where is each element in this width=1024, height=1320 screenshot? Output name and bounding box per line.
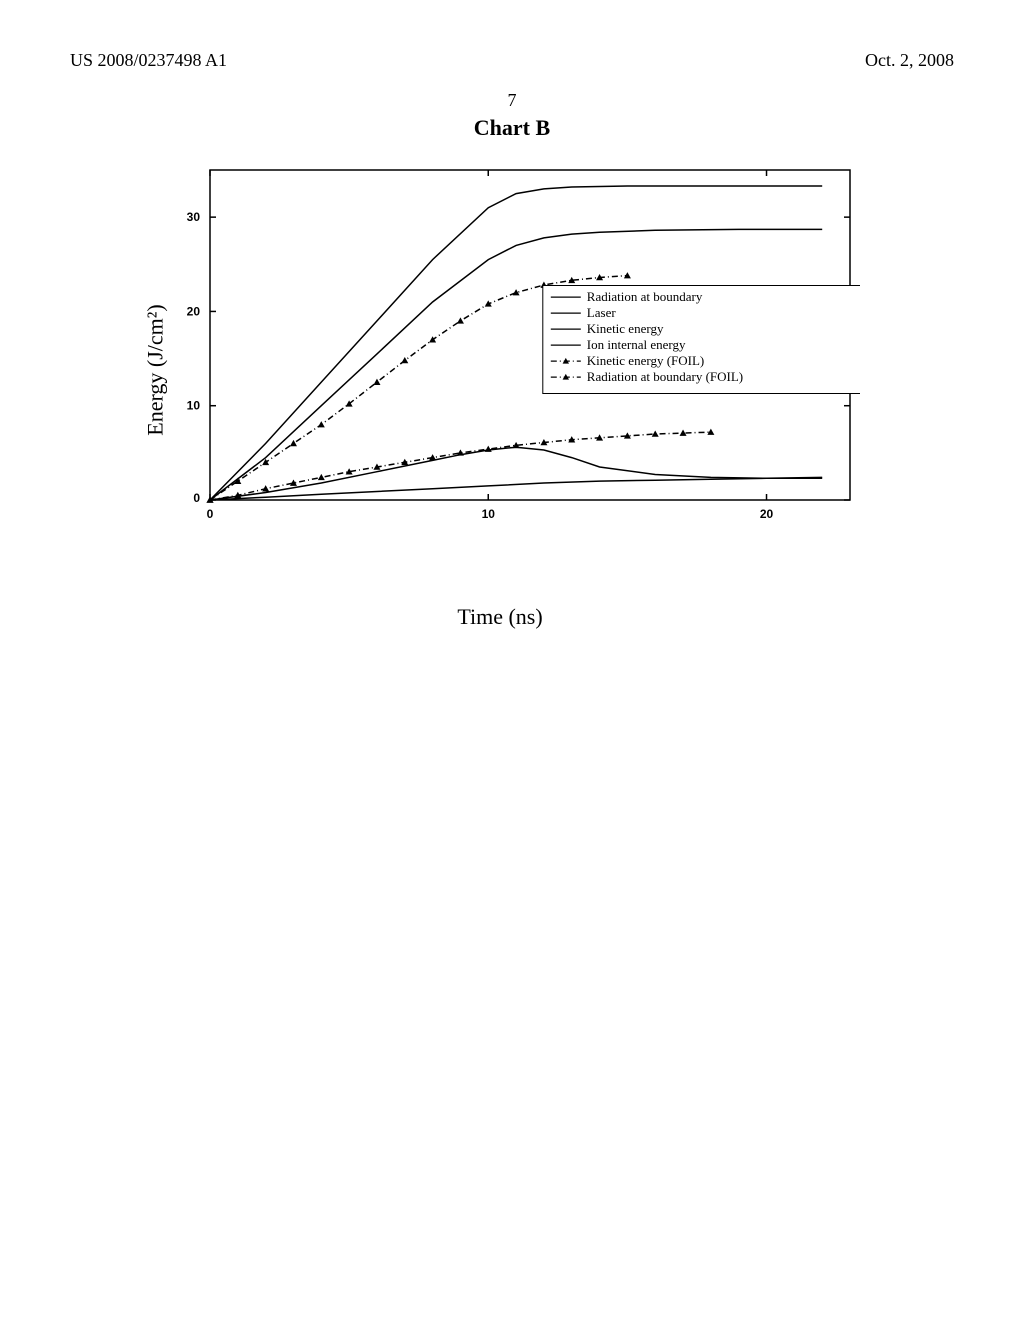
chart-title: Chart B <box>0 115 1024 141</box>
svg-text:Radiation at boundary (FOIL): Radiation at boundary (FOIL) <box>587 369 743 384</box>
svg-text:10: 10 <box>482 507 496 521</box>
svg-text:20: 20 <box>187 304 201 318</box>
svg-text:30: 30 <box>187 210 201 224</box>
svg-text:20: 20 <box>760 507 774 521</box>
svg-text:Radiation at boundary: Radiation at boundary <box>587 289 703 304</box>
publication-date: Oct. 2, 2008 <box>865 50 954 71</box>
chart-container: Energy (J/cm²) 0 10 20 0 10 20 30 Radiation at … <box>140 160 860 580</box>
svg-text:Ion internal energy: Ion internal energy <box>587 337 686 352</box>
svg-text:Kinetic energy: Kinetic energy <box>587 321 664 336</box>
svg-text:0: 0 <box>207 507 214 521</box>
chart-svg: 010200102030Radiation at boundaryLaserKi… <box>140 160 860 540</box>
y-axis-label: Energy (J/cm²) <box>143 304 169 435</box>
svg-text:10: 10 <box>187 399 201 413</box>
x-axis-label: Time (ns) <box>140 604 860 630</box>
svg-text:Kinetic energy (FOIL): Kinetic energy (FOIL) <box>587 353 704 368</box>
publication-number: US 2008/0237498 A1 <box>70 50 227 71</box>
page-number: 7 <box>0 90 1024 111</box>
svg-text:0: 0 <box>193 491 200 505</box>
svg-text:Laser: Laser <box>587 305 617 320</box>
